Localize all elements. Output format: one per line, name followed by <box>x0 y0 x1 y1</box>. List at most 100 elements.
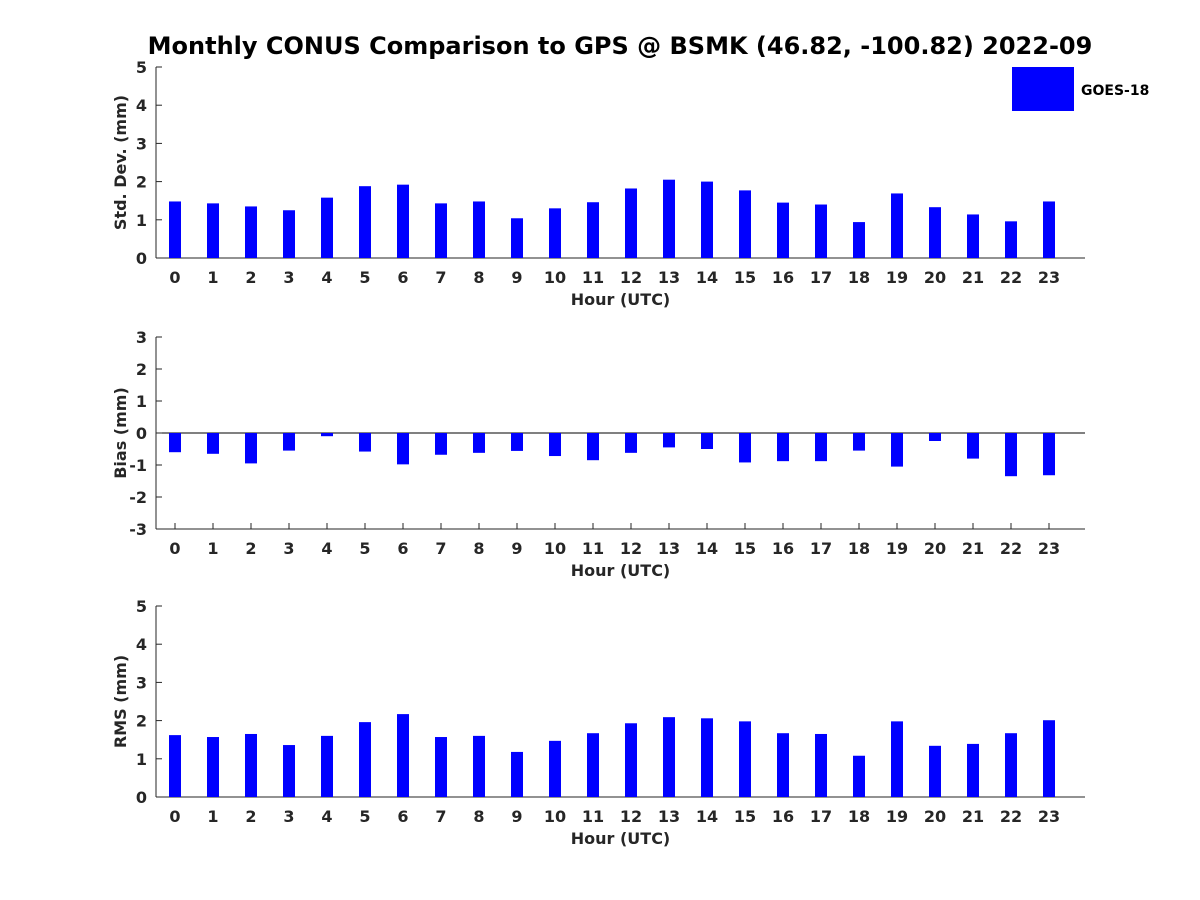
bar-hour-7 <box>435 433 447 455</box>
x-tick-label: 21 <box>962 539 984 558</box>
x-tick-label: 5 <box>359 539 370 558</box>
bar-hour-17 <box>815 733 827 797</box>
x-tick-label: 20 <box>924 539 946 558</box>
bar-hour-20 <box>929 745 941 797</box>
x-tick-label: 0 <box>169 807 180 826</box>
bar-hour-11 <box>587 433 599 461</box>
bar-hour-21 <box>967 214 979 258</box>
x-tick-label: 6 <box>397 807 408 826</box>
x-tick-label: 8 <box>473 807 484 826</box>
x-tick-label: 18 <box>848 807 870 826</box>
bar-hour-18 <box>853 222 865 258</box>
x-tick-label: 11 <box>582 268 604 287</box>
bar-hour-16 <box>777 433 789 462</box>
x-axis-label: Hour (UTC) <box>571 561 671 580</box>
x-tick-label: 6 <box>397 539 408 558</box>
bar-hour-1 <box>207 433 219 454</box>
x-tick-label: 9 <box>511 268 522 287</box>
bar-hour-2 <box>245 433 257 464</box>
x-tick-label: 5 <box>359 268 370 287</box>
x-tick-label: 19 <box>886 268 908 287</box>
x-tick-label: 3 <box>283 268 294 287</box>
bar-hour-13 <box>663 433 675 448</box>
x-tick-label: 9 <box>511 807 522 826</box>
bar-hour-10 <box>549 740 561 797</box>
y-tick-label: 2 <box>136 173 147 192</box>
x-tick-label: 7 <box>435 268 446 287</box>
x-tick-label: 23 <box>1038 807 1060 826</box>
y-tick-label: 4 <box>136 635 147 654</box>
x-tick-label: 3 <box>283 807 294 826</box>
bar-hour-23 <box>1043 720 1055 797</box>
bar-hour-20 <box>929 207 941 258</box>
bar-hour-15 <box>739 190 751 258</box>
bar-hour-1 <box>207 737 219 797</box>
bar-hour-22 <box>1005 433 1017 477</box>
y-tick-label: 3 <box>136 673 147 692</box>
x-tick-label: 19 <box>886 539 908 558</box>
bar-hour-4 <box>321 433 333 437</box>
x-tick-label: 8 <box>473 268 484 287</box>
bar-hour-9 <box>511 433 523 451</box>
x-tick-label: 18 <box>848 539 870 558</box>
legend-label: GOES-18 <box>1081 83 1149 99</box>
x-tick-label: 12 <box>620 539 642 558</box>
bar-hour-4 <box>321 735 333 797</box>
bar-hour-8 <box>473 433 485 453</box>
x-tick-label: 10 <box>544 268 566 287</box>
y-tick-label: 1 <box>136 392 147 411</box>
y-tick-label: 1 <box>136 211 147 230</box>
bar-hour-0 <box>169 433 181 453</box>
bar-hour-13 <box>663 179 675 258</box>
bar-hour-5 <box>359 186 371 258</box>
x-tick-label: 4 <box>321 807 332 826</box>
bar-hour-19 <box>891 721 903 797</box>
bar-hour-6 <box>397 433 409 465</box>
figure-title: Monthly CONUS Comparison to GPS @ BSMK (… <box>148 32 1093 60</box>
x-tick-label: 5 <box>359 807 370 826</box>
bar-hour-20 <box>929 433 941 441</box>
x-tick-label: 11 <box>582 807 604 826</box>
x-tick-label: 7 <box>435 539 446 558</box>
bar-hour-5 <box>359 722 371 797</box>
bar-hour-12 <box>625 723 637 797</box>
x-tick-label: 22 <box>1000 539 1022 558</box>
x-tick-label: 16 <box>772 268 794 287</box>
x-tick-label: 1 <box>207 268 218 287</box>
x-tick-label: 2 <box>245 807 256 826</box>
bar-hour-11 <box>587 733 599 797</box>
x-tick-label: 23 <box>1038 539 1060 558</box>
bar-hour-15 <box>739 721 751 797</box>
x-tick-label: 12 <box>620 807 642 826</box>
bar-hour-21 <box>967 433 979 459</box>
y-tick-label: -2 <box>129 488 147 507</box>
bar-hour-17 <box>815 204 827 258</box>
bar-hour-14 <box>701 718 713 797</box>
bar-hour-1 <box>207 203 219 258</box>
x-tick-label: 1 <box>207 807 218 826</box>
bar-hour-6 <box>397 714 409 797</box>
bar-hour-11 <box>587 202 599 258</box>
bar-hour-19 <box>891 193 903 258</box>
x-tick-label: 17 <box>810 539 832 558</box>
y-tick-label: 3 <box>136 134 147 153</box>
x-axis-label: Hour (UTC) <box>571 829 671 848</box>
bar-hour-0 <box>169 201 181 258</box>
bar-hour-22 <box>1005 221 1017 258</box>
bar-hour-14 <box>701 181 713 258</box>
bar-hour-4 <box>321 197 333 258</box>
bar-hour-10 <box>549 433 561 457</box>
bar-hour-18 <box>853 433 865 451</box>
y-tick-label: 5 <box>136 597 147 616</box>
y-tick-label: 1 <box>136 750 147 769</box>
x-tick-label: 14 <box>696 539 718 558</box>
y-tick-label: -1 <box>129 456 147 475</box>
x-tick-label: 0 <box>169 268 180 287</box>
bar-hour-14 <box>701 433 713 449</box>
x-tick-label: 15 <box>734 807 756 826</box>
x-tick-label: 16 <box>772 807 794 826</box>
bar-hour-13 <box>663 717 675 797</box>
y-axis-label: Std. Dev. (mm) <box>111 95 130 230</box>
